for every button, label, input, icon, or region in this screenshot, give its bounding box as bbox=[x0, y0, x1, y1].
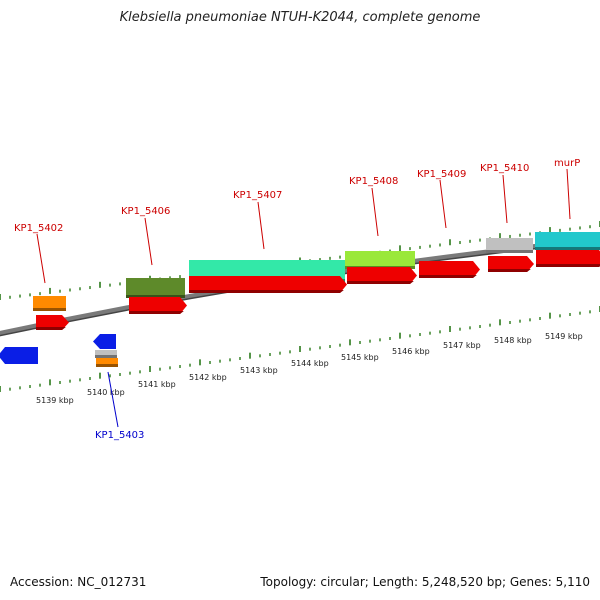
scale-label: 5141 kbp bbox=[138, 380, 176, 389]
accession-label: Accession: NC_012731 bbox=[10, 575, 147, 589]
leader-line-kp1-5406 bbox=[144, 217, 153, 266]
cds-arrow-kp1-5402-body bbox=[36, 315, 69, 330]
feature-kp1-5406-upper-shade bbox=[126, 295, 185, 298]
cds-arrow-kp1-5406 bbox=[129, 297, 187, 314]
feature-kp1-5408-upper bbox=[345, 251, 415, 269]
cds-arrow-kp1-5410-body bbox=[488, 256, 534, 272]
gene-label-kp1-5409: KP1_5409 bbox=[417, 169, 466, 180]
cds-arrow-kp1-5407 bbox=[189, 276, 347, 293]
cds-arrow-kp1-5410 bbox=[488, 256, 534, 272]
feature-kp1-5410-upper bbox=[486, 238, 533, 253]
feature-kp1-5410-upper-body bbox=[486, 238, 533, 253]
cds-arrow-kp1-5408 bbox=[347, 267, 417, 284]
feature-kp1-5403-orange-body bbox=[96, 358, 118, 367]
leader-line-kp1-5403 bbox=[107, 371, 119, 428]
leader-line-kp1-5402 bbox=[36, 233, 46, 284]
feature-kp1-5403-gray bbox=[95, 350, 117, 358]
scale-label: 5142 kbp bbox=[189, 373, 227, 382]
scale-label: 5146 kbp bbox=[392, 347, 430, 356]
cds-arrow-kp1-5408-shade bbox=[347, 281, 414, 284]
cds-arrow-kp1-5409 bbox=[419, 261, 480, 278]
scale-label: 5147 kbp bbox=[443, 341, 481, 350]
scale-label: 5149 kbp bbox=[545, 332, 583, 341]
feature-kp1-5403-orange-shade bbox=[96, 364, 118, 367]
leader-line-murp bbox=[566, 168, 571, 220]
cds-arrow-kp1-5403 bbox=[93, 334, 116, 349]
feature-kp1-5402-upper-shade bbox=[33, 308, 66, 311]
feature-murp-upper bbox=[535, 232, 600, 250]
gene-label-murp: murP bbox=[554, 158, 580, 169]
cds-arrow-kp1-5402-shade bbox=[36, 327, 66, 330]
cds-arrow-murp bbox=[536, 250, 600, 267]
leader-line-kp1-5410 bbox=[502, 174, 508, 224]
cds-arrow-kp1-5407-shade bbox=[189, 290, 344, 293]
cds-arrow-minus-left bbox=[0, 347, 38, 364]
feature-kp1-5410-upper-shade bbox=[486, 250, 533, 253]
scale-label: 5140 kbp bbox=[87, 388, 125, 397]
feature-kp1-5403-orange bbox=[96, 358, 118, 367]
cds-arrow-kp1-5406-shade bbox=[129, 311, 184, 314]
cds-arrow-murp-shade bbox=[536, 264, 600, 267]
feature-kp1-5403-gray-body bbox=[95, 350, 117, 358]
scale-label: 5145 kbp bbox=[341, 353, 379, 362]
leader-line-kp1-5408 bbox=[371, 187, 379, 237]
feature-kp1-5402-upper-body bbox=[33, 296, 66, 311]
gene-label-kp1-5408: KP1_5408 bbox=[349, 176, 398, 187]
map-title: Klebsiella pneumoniae NTUH-K2044, comple… bbox=[119, 10, 481, 25]
cds-arrow-kp1-5402 bbox=[36, 315, 69, 330]
cds-arrow-kp1-5408-body bbox=[347, 267, 417, 284]
genome-summary: Topology: circular; Length: 5,248,520 bp… bbox=[260, 575, 590, 589]
cds-arrow-kp1-5409-body bbox=[419, 261, 480, 278]
scale-label: 5139 kbp bbox=[36, 396, 74, 405]
feature-murp-upper-body bbox=[535, 232, 600, 250]
feature-murp-upper-shade bbox=[535, 247, 600, 250]
feature-kp1-5403-gray-shade bbox=[95, 355, 117, 358]
leader-line-kp1-5407 bbox=[257, 201, 265, 250]
cds-arrow-kp1-5409-shade bbox=[419, 275, 477, 278]
cds-arrow-kp1-5410-shade bbox=[488, 269, 531, 272]
feature-kp1-5408-upper-body bbox=[345, 251, 415, 269]
gene-label-kp1-5406: KP1_5406 bbox=[121, 206, 170, 217]
leader-line-kp1-5409 bbox=[439, 179, 447, 229]
feature-kp1-5406-upper bbox=[126, 278, 185, 298]
gene-label-kp1-5407: KP1_5407 bbox=[233, 190, 282, 201]
gene-label-kp1-5402: KP1_5402 bbox=[14, 223, 63, 234]
scale-label: 5144 kbp bbox=[291, 359, 329, 368]
gene-label-kp1-5410: KP1_5410 bbox=[480, 163, 529, 174]
cds-arrow-murp-body bbox=[536, 250, 600, 267]
cds-arrow-kp1-5407-body bbox=[189, 276, 347, 293]
feature-kp1-5402-upper bbox=[33, 296, 66, 311]
cds-arrow-kp1-5406-body bbox=[129, 297, 187, 314]
feature-kp1-5406-upper-body bbox=[126, 278, 185, 298]
gene-label-kp1-5403: KP1_5403 bbox=[95, 430, 144, 441]
scale-label: 5148 kbp bbox=[494, 336, 532, 345]
scale-label: 5143 kbp bbox=[240, 366, 278, 375]
